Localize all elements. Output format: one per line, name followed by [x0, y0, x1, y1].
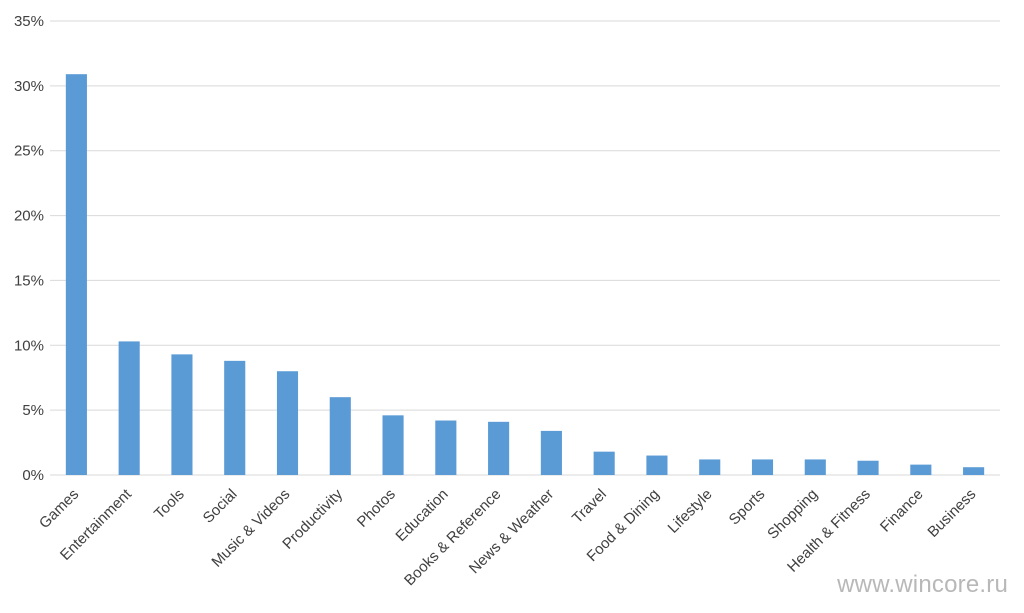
bar: [751, 459, 774, 475]
y-axis-ticks: 0% 5% 10% 15% 20% 25% 30% 35%: [14, 13, 44, 484]
bar: [224, 360, 246, 475]
y-tick-label: 25%: [14, 143, 44, 160]
bar: [699, 459, 721, 475]
x-tick-label: Business: [924, 486, 979, 541]
bar: [65, 74, 87, 475]
bar: [329, 397, 351, 475]
bar: [963, 467, 985, 475]
bar-layer: [65, 74, 985, 475]
x-tick-label: Lifestyle: [665, 486, 716, 537]
bar: [646, 455, 668, 475]
y-tick-label: 15%: [14, 272, 44, 289]
y-tick-label: 0%: [22, 467, 44, 484]
bar: [171, 354, 193, 475]
x-tick-label: Social: [200, 486, 241, 527]
bar: [593, 451, 615, 475]
x-tick-label: Travel: [569, 486, 610, 527]
x-tick-label: Photos: [354, 486, 399, 531]
bar: [435, 420, 457, 475]
watermark: www.wincore.ru: [837, 571, 1008, 598]
x-tick-label: Tools: [151, 486, 188, 523]
bar: [857, 460, 879, 475]
x-tick-label: Games: [36, 486, 82, 532]
y-tick-label: 20%: [14, 208, 44, 225]
bar: [910, 464, 932, 475]
x-tick-label: Sports: [726, 486, 769, 529]
y-tick-label: 30%: [14, 78, 44, 95]
bar: [382, 415, 404, 475]
bar: [540, 430, 562, 475]
grid-layer: [50, 20, 1000, 476]
y-tick-label: 5%: [22, 402, 44, 419]
y-tick-label: 10%: [14, 337, 44, 354]
y-tick-label: 35%: [14, 13, 44, 30]
bar: [118, 341, 140, 475]
bar: [276, 371, 299, 475]
bar: [488, 421, 510, 475]
x-tick-label: Finance: [877, 486, 927, 536]
x-tick-label: Books & Reference: [401, 486, 504, 589]
bar: [804, 459, 826, 475]
